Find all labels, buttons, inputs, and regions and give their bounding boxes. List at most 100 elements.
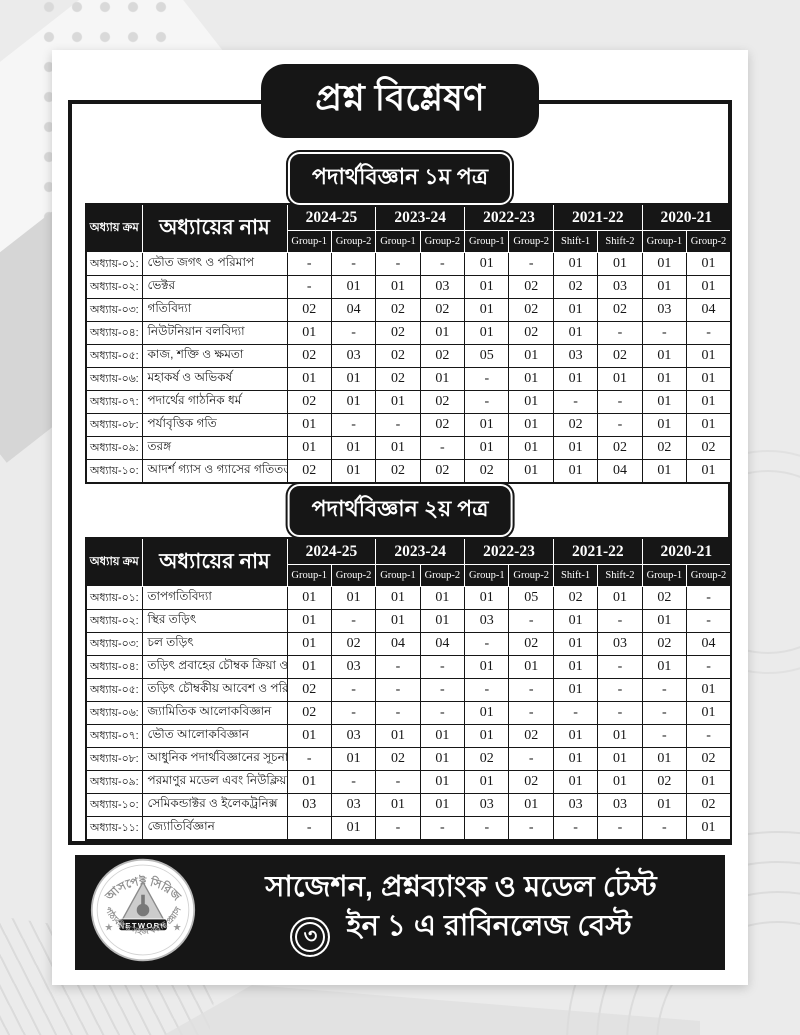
value-cell: 01 bbox=[330, 816, 377, 841]
value-cell: - bbox=[597, 390, 643, 414]
subcolumn-header-cell: Group-2 bbox=[330, 564, 377, 587]
subcolumn-header-cell: Shift-2 bbox=[597, 230, 643, 253]
value-cell: 02 bbox=[330, 632, 377, 656]
value-cell: 05 bbox=[508, 586, 554, 610]
value-cell: - bbox=[686, 321, 732, 345]
value-cell: 05 bbox=[464, 344, 510, 368]
value-cell: 01 bbox=[464, 770, 510, 794]
subcolumn-header-cell: Group-2 bbox=[508, 230, 554, 253]
brand-logo: আসপেক্ট সিরিজ ★ ★ NETWORK পাঠ্যবইকে সহজ … bbox=[89, 857, 197, 968]
value-cell: 02 bbox=[508, 724, 554, 748]
value-cell: 01 bbox=[552, 252, 599, 276]
value-cell: 01 bbox=[419, 770, 466, 794]
chapter-name-cell: তাপগতিবিদ্যা bbox=[141, 586, 288, 610]
chapter-no-header: অধ্যায় ক্রম bbox=[85, 203, 143, 253]
value-cell: 01 bbox=[641, 367, 688, 391]
value-cell: 02 bbox=[286, 678, 332, 702]
chapter-name-cell: ভৌত জগৎ ও পরিমাপ bbox=[141, 252, 288, 276]
value-cell: 02 bbox=[508, 275, 554, 299]
chapter-number-cell: অধ্যায়-১১: bbox=[85, 816, 143, 841]
network-logo-icon: আসপেক্ট সিরিজ ★ ★ NETWORK পাঠ্যবইকে সহজ … bbox=[90, 858, 196, 962]
value-cell: 02 bbox=[464, 747, 510, 771]
value-cell: - bbox=[641, 321, 688, 345]
value-cell: 01 bbox=[330, 436, 377, 460]
value-cell: - bbox=[419, 678, 466, 702]
value-cell: 01 bbox=[286, 321, 332, 345]
chapter-number-cell: অধ্যায়-০৩: bbox=[85, 632, 143, 656]
value-cell: 02 bbox=[597, 298, 643, 322]
subcolumn-header-cell: Group-2 bbox=[686, 564, 732, 587]
table-row: অধ্যায়-০২: ভেক্টর -01 01 03 01 02 02 03 01 01 bbox=[85, 275, 732, 299]
value-cell: - bbox=[641, 816, 688, 841]
value-cell: 01 bbox=[464, 724, 510, 748]
value-cell: 03 bbox=[597, 275, 643, 299]
value-cell: - bbox=[597, 678, 643, 702]
value-cell: 01 bbox=[686, 413, 732, 437]
value-cell: - bbox=[686, 609, 732, 633]
value-cell: - bbox=[686, 586, 732, 610]
value-cell: 01 bbox=[419, 367, 466, 391]
chapter-name-cell: ভেক্টর bbox=[141, 275, 288, 299]
value-cell: 02 bbox=[597, 436, 643, 460]
value-cell: 01 bbox=[641, 390, 688, 414]
value-cell: 01 bbox=[419, 321, 466, 345]
table-row: অধ্যায়-১০: আদর্শ গ্যাস ও গ্যাসের গতিতত্ত… bbox=[85, 459, 732, 484]
value-cell: 01 bbox=[375, 275, 421, 299]
value-cell: 03 bbox=[464, 793, 510, 817]
table-row: অধ্যায়-০১: ভৌত জগৎ ও পরিমাপ - - - -01-01 01 01… bbox=[85, 252, 732, 276]
value-cell: 01 bbox=[375, 793, 421, 817]
value-cell: - bbox=[330, 770, 377, 794]
value-cell: 02 bbox=[508, 770, 554, 794]
value-cell: 02 bbox=[375, 459, 421, 484]
value-cell: - bbox=[330, 678, 377, 702]
year-header-cell: 2021-22 bbox=[552, 537, 643, 565]
table-row: অধ্যায়-০২: স্থির তড়িৎ 01-01 01 03-01-01- bbox=[85, 609, 732, 633]
value-cell: 01 bbox=[464, 275, 510, 299]
value-cell: 02 bbox=[552, 413, 599, 437]
table-row: অধ্যায়-০৪: তড়িৎ প্রবাহের চৌম্বক ক্রিয়া… bbox=[85, 655, 732, 679]
year-header-cell: 2023-24 bbox=[375, 537, 466, 565]
table-row: অধ্যায়-০৩: গতিবিদ্যা 02 04 02 02 01 02 01 02 03 04 bbox=[85, 298, 732, 322]
chapter-name-cell: জ্যোতির্বিজ্ঞান bbox=[141, 816, 288, 841]
chapter-name-cell: চল তড়িৎ bbox=[141, 632, 288, 656]
chapter-number-cell: অধ্যায়-০১: bbox=[85, 586, 143, 610]
table-row: অধ্যায়-০৩: চল তড়িৎ 01 02 04 04-02 01 03 02 04 bbox=[85, 632, 732, 656]
value-cell: 01 bbox=[286, 413, 332, 437]
value-cell: 02 bbox=[552, 275, 599, 299]
subcolumn-header-cell: Shift-2 bbox=[597, 564, 643, 587]
value-cell: 01 bbox=[552, 770, 599, 794]
chapter-number-cell: অধ্যায়-০৭: bbox=[85, 724, 143, 748]
value-cell: 02 bbox=[686, 793, 732, 817]
chapter-number-cell: অধ্যায়-১০: bbox=[85, 793, 143, 817]
value-cell: 03 bbox=[330, 724, 377, 748]
value-cell: - bbox=[464, 678, 510, 702]
subcolumn-header-cell: Group-1 bbox=[641, 564, 688, 587]
value-cell: 03 bbox=[286, 793, 332, 817]
table-row: অধ্যায়-১১: জ্যোতির্বিজ্ঞান -01- - - - - - -01 bbox=[85, 816, 732, 841]
value-cell: - bbox=[464, 367, 510, 391]
value-cell: - bbox=[597, 655, 643, 679]
value-cell: 01 bbox=[552, 367, 599, 391]
value-cell: - bbox=[508, 747, 554, 771]
chapter-name-cell: তরঙ্গ bbox=[141, 436, 288, 460]
value-cell: - bbox=[330, 321, 377, 345]
chapter-name-cell: নিউটনিয়ান বলবিদ্যা bbox=[141, 321, 288, 345]
value-cell: 01 bbox=[375, 724, 421, 748]
table-row: অধ্যায়-১০: সেমিকন্ডাক্টর ও ইলেকট্রনিক্স 0… bbox=[85, 793, 732, 817]
value-cell: 01 bbox=[419, 586, 466, 610]
value-cell: 01 bbox=[286, 632, 332, 656]
svg-text:★: ★ bbox=[104, 923, 113, 934]
value-cell: 01 bbox=[552, 298, 599, 322]
value-cell: 01 bbox=[641, 252, 688, 276]
section-heading-paper2: পদার্থবিজ্ঞান ২য় পত্র bbox=[287, 484, 513, 537]
chapter-name-cell: জ্যামিতিক আলোকবিজ্ঞান bbox=[141, 701, 288, 725]
value-cell: - bbox=[330, 701, 377, 725]
value-cell: - bbox=[286, 252, 332, 276]
value-cell: - bbox=[597, 413, 643, 437]
chapter-name-cell: আধুনিক পদার্থবিজ্ঞানের সূচনা bbox=[141, 747, 288, 771]
value-cell: - bbox=[375, 252, 421, 276]
value-cell: 01 bbox=[464, 413, 510, 437]
value-cell: - bbox=[419, 816, 466, 841]
chapter-number-cell: অধ্যায়-০৪: bbox=[85, 655, 143, 679]
